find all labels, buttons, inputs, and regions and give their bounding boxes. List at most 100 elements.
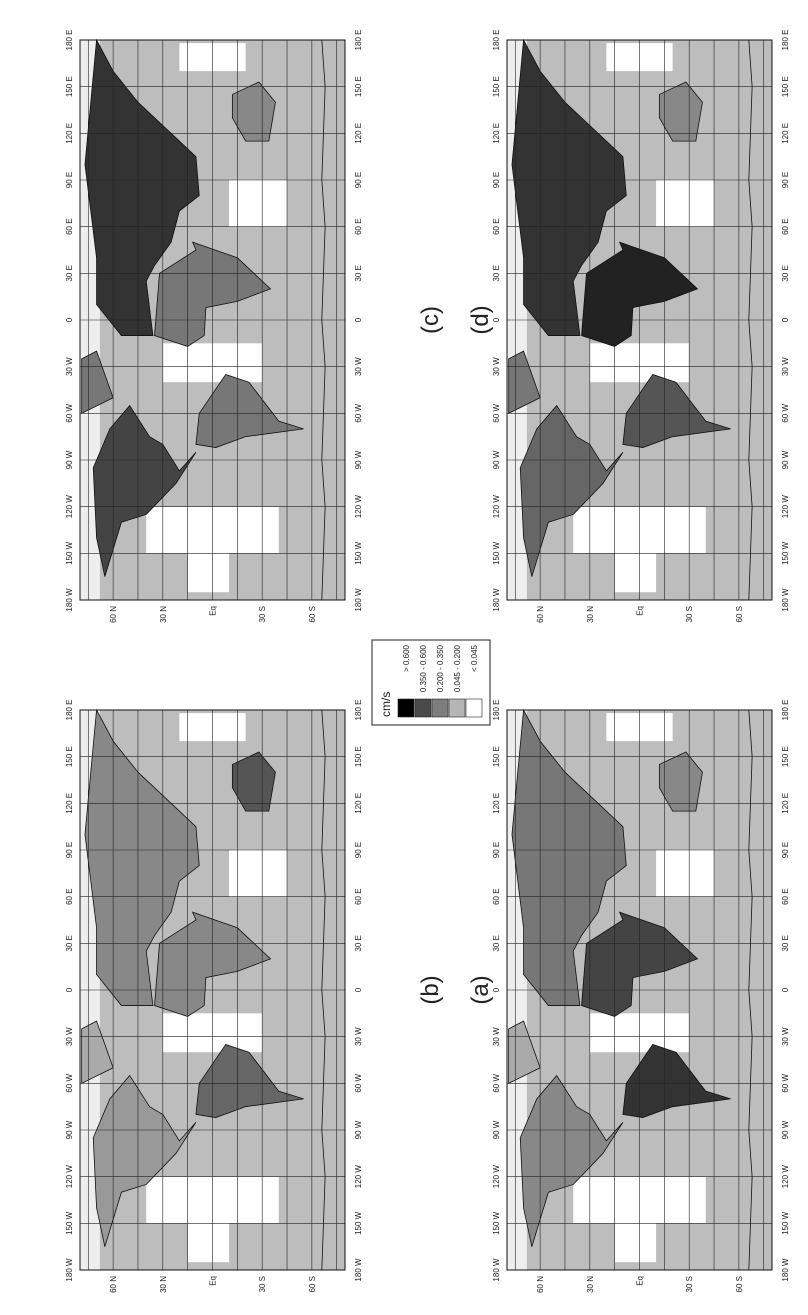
longitude-label: 90 E	[781, 172, 790, 188]
ocean-band	[229, 180, 287, 227]
longitude-label: 180 W	[65, 588, 74, 612]
longitude-label: 30 E	[492, 265, 501, 281]
longitude-label: 30 E	[781, 265, 790, 281]
longitude-label: 120 E	[354, 793, 363, 814]
longitude-label: 180 W	[781, 1258, 790, 1282]
longitude-label: 30 W	[492, 1027, 501, 1046]
longitude-label: 0	[781, 987, 790, 992]
ocean-band	[615, 1223, 656, 1262]
latitude-label: 30 N	[159, 606, 168, 623]
latitude-label: 60 S	[308, 1276, 317, 1292]
latitude-label: 30 S	[685, 606, 694, 622]
panel-title: (b)	[417, 975, 444, 1004]
longitude-label: 180 E	[354, 30, 363, 51]
longitude-label: 150 E	[354, 76, 363, 97]
longitude-label: 150 W	[354, 541, 363, 565]
legend-swatch	[415, 699, 431, 717]
longitude-label: 150 E	[65, 746, 74, 767]
longitude-label: 30 W	[354, 1027, 363, 1046]
longitude-label: 30 E	[354, 265, 363, 281]
ocean-band	[188, 1223, 229, 1262]
longitude-label: 30 W	[781, 357, 790, 376]
longitude-label: 90 W	[354, 450, 363, 469]
longitude-label: 90 W	[65, 1120, 74, 1139]
longitude-label: 150 W	[492, 541, 501, 565]
ocean-band	[656, 180, 714, 227]
longitude-label: 30 W	[65, 357, 74, 376]
longitude-label: 120 W	[65, 1165, 74, 1189]
longitude-label: 60 E	[65, 218, 74, 234]
longitude-label: 90 E	[492, 172, 501, 188]
panel-title: (a)	[467, 975, 494, 1004]
panel-title-group: (a)	[467, 975, 494, 1004]
longitude-label: 90 W	[65, 450, 74, 469]
latitude-label: 60 S	[735, 606, 744, 622]
longitude-label: 150 E	[781, 746, 790, 767]
latitude-label: 60 N	[536, 606, 545, 623]
longitude-label: 150 W	[65, 1211, 74, 1235]
latitude-label: Eq	[209, 606, 218, 616]
longitude-label: 30 E	[492, 935, 501, 951]
longitude-label: 60 E	[354, 888, 363, 904]
longitude-label: 90 E	[65, 842, 74, 858]
panel-title-group: (d)	[467, 305, 494, 334]
longitude-label: 180 W	[781, 588, 790, 612]
longitude-label: 60 W	[354, 1074, 363, 1093]
legend-label: 0.200 - 0.350	[436, 644, 445, 692]
ocean-band	[188, 553, 229, 592]
longitude-label: 60 E	[354, 218, 363, 234]
latitude-label: 30 S	[258, 606, 267, 622]
panel-title-group: (c)	[417, 306, 444, 334]
longitude-label: 120 W	[492, 1165, 501, 1189]
longitude-label: 150 E	[492, 76, 501, 97]
legend: cm/s> 0.6000.350 - 0.6000.200 - 0.3500.0…	[372, 640, 490, 725]
longitude-label: 120 W	[65, 495, 74, 519]
longitude-label: 150 E	[354, 746, 363, 767]
longitude-label: 90 E	[65, 172, 74, 188]
longitude-label: 60 W	[492, 1074, 501, 1093]
latitude-label: 30 S	[685, 1276, 694, 1292]
longitude-label: 60 E	[492, 888, 501, 904]
longitude-label: 180 E	[65, 30, 74, 51]
longitude-label: 30 E	[65, 265, 74, 281]
longitude-label: 180 E	[65, 700, 74, 721]
latitude-label: 60 S	[308, 606, 317, 622]
panel-title-group: (b)	[417, 975, 444, 1004]
latitude-label: 60 N	[109, 606, 118, 623]
longitude-label: 60 W	[781, 1074, 790, 1093]
longitude-label: 60 E	[492, 218, 501, 234]
latitude-label: 30 N	[159, 1276, 168, 1293]
legend-swatch	[449, 699, 465, 717]
legend-swatch	[432, 699, 448, 717]
longitude-label: 90 W	[781, 450, 790, 469]
longitude-label: 90 W	[354, 1120, 363, 1139]
longitude-label: 60 W	[354, 404, 363, 423]
longitude-label: 60 W	[65, 1074, 74, 1093]
longitude-label: 150 W	[781, 541, 790, 565]
longitude-label: 90 W	[781, 1120, 790, 1139]
latitude-label: 30 N	[586, 1276, 595, 1293]
longitude-label: 180 W	[354, 588, 363, 612]
longitude-label: 0	[65, 987, 74, 992]
legend-swatch	[466, 699, 482, 717]
longitude-label: 180 W	[65, 1258, 74, 1282]
longitude-label: 120 W	[354, 495, 363, 519]
longitude-label: 180 E	[492, 700, 501, 721]
latitude-label: 30 S	[258, 1276, 267, 1292]
longitude-label: 180 E	[781, 30, 790, 51]
ocean-band	[656, 850, 714, 897]
longitude-label: 90 W	[492, 450, 501, 469]
longitude-label: 150 E	[492, 746, 501, 767]
legend-label: 0.350 - 0.600	[419, 644, 428, 692]
longitude-label: 0	[781, 317, 790, 322]
longitude-label: 150 W	[781, 1211, 790, 1235]
longitude-label: 150 W	[354, 1211, 363, 1235]
longitude-label: 120 W	[354, 1165, 363, 1189]
latitude-label: 60 N	[109, 1276, 118, 1293]
ocean-band	[229, 850, 287, 897]
longitude-label: 180 E	[354, 700, 363, 721]
longitude-label: 120 E	[65, 793, 74, 814]
longitude-label: 60 W	[781, 404, 790, 423]
longitude-label: 120 E	[492, 123, 501, 144]
